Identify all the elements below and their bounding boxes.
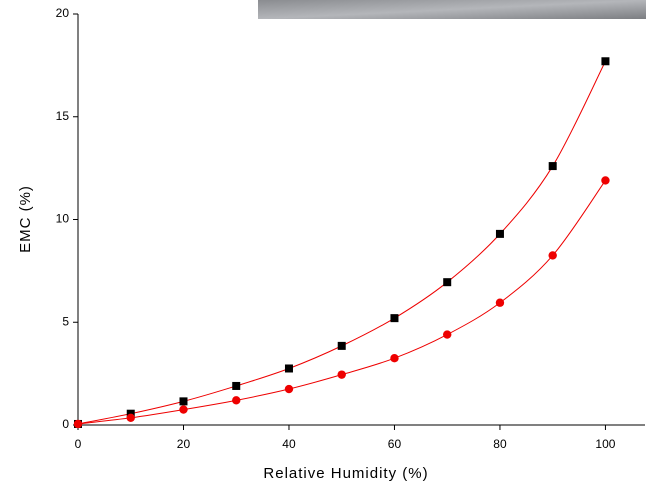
x-tick-label: 80	[493, 437, 507, 451]
marker-square	[179, 397, 188, 406]
y-tick-label: 15	[56, 109, 70, 123]
fit-curve	[77, 180, 606, 425]
marker-circle	[179, 405, 188, 414]
fit-curve	[77, 61, 606, 425]
marker-square	[337, 341, 346, 350]
x-tick-label: 20	[177, 437, 191, 451]
x-tick-label: 40	[282, 437, 296, 451]
y-tick-label: 10	[56, 212, 70, 226]
y-tick-label: 20	[56, 6, 70, 20]
x-tick-label: 100	[595, 437, 615, 451]
marker-circle	[601, 176, 610, 185]
marker-square	[232, 381, 241, 390]
marker-square	[443, 278, 452, 287]
y-tick-label: 0	[62, 417, 69, 431]
marker-circle	[126, 413, 135, 423]
marker-circle	[443, 330, 452, 339]
x-tick-label: 60	[388, 437, 402, 451]
x-axis-label: Relative Humidity (%)	[263, 465, 428, 482]
marker-square	[284, 364, 293, 373]
marker-circle	[232, 396, 241, 405]
marker-circle	[495, 298, 505, 307]
photo-fragment	[258, 0, 646, 19]
x-tick-label: 0	[75, 437, 82, 451]
y-axis-label: EMC (%)	[17, 185, 34, 253]
marker-square	[601, 57, 610, 66]
marker-square	[548, 162, 557, 171]
marker-square	[495, 229, 504, 238]
marker-circle	[337, 370, 346, 379]
marker-circle	[73, 419, 83, 429]
marker-circle	[548, 251, 557, 260]
y-tick-label: 5	[62, 314, 69, 328]
marker-square	[390, 314, 399, 323]
marker-circle	[284, 384, 294, 394]
marker-circle	[390, 354, 399, 363]
